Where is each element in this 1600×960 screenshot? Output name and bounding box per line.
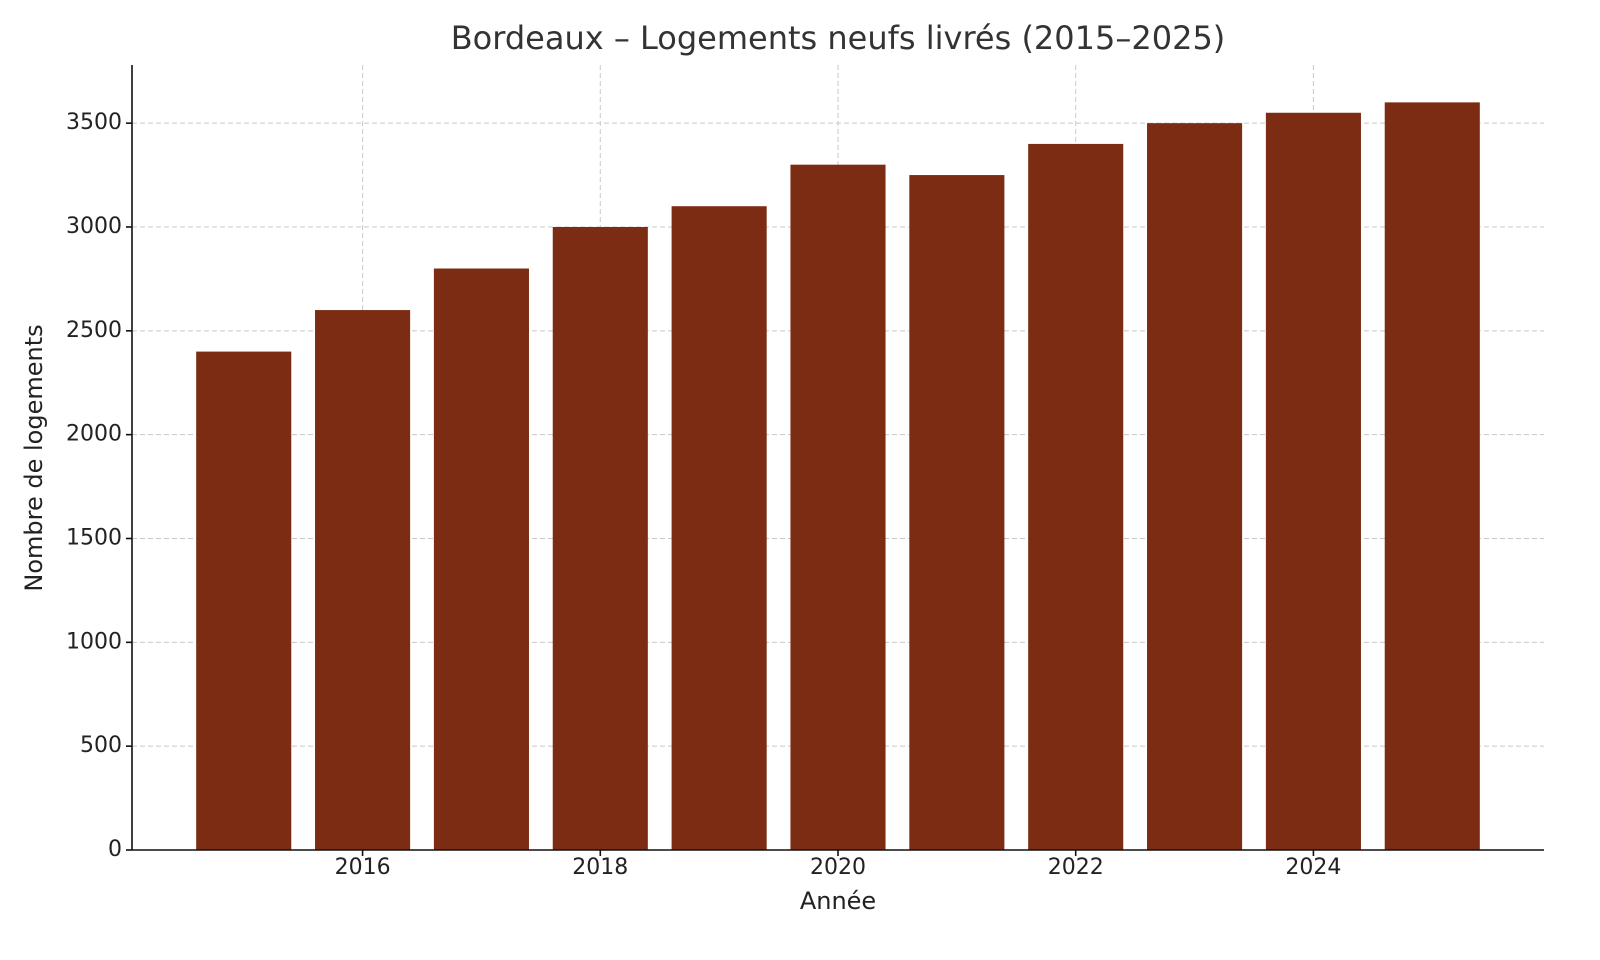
y-tick-label: 0 bbox=[108, 837, 122, 862]
y-tick-label: 1500 bbox=[66, 525, 122, 550]
x-tick-label: 2022 bbox=[1048, 855, 1104, 880]
chart-title: Bordeaux – Logements neufs livrés (2015–… bbox=[451, 19, 1226, 57]
bar bbox=[433, 268, 529, 850]
bar bbox=[196, 351, 292, 850]
bar bbox=[790, 164, 886, 850]
y-axis-label: Nombre de logements bbox=[20, 324, 48, 591]
bar bbox=[315, 310, 411, 850]
y-tick-label: 3500 bbox=[66, 110, 122, 135]
y-tick-label: 1000 bbox=[66, 629, 122, 654]
bar bbox=[552, 226, 648, 850]
bar bbox=[1265, 112, 1361, 851]
y-tick-label: 3000 bbox=[66, 214, 122, 239]
x-tick-label: 2024 bbox=[1285, 855, 1341, 880]
bar bbox=[909, 175, 1005, 850]
bar bbox=[1384, 102, 1480, 850]
x-axis-label: Année bbox=[800, 887, 876, 915]
x-tick-label: 2020 bbox=[810, 855, 866, 880]
x-tick-label: 2018 bbox=[572, 855, 628, 880]
y-tick-label: 2500 bbox=[66, 318, 122, 343]
x-tick-label: 2016 bbox=[335, 855, 391, 880]
bar bbox=[671, 206, 767, 851]
y-tick-label: 2000 bbox=[66, 422, 122, 447]
bar bbox=[1028, 143, 1124, 850]
bar bbox=[1147, 123, 1243, 851]
y-tick-label: 500 bbox=[80, 733, 122, 758]
